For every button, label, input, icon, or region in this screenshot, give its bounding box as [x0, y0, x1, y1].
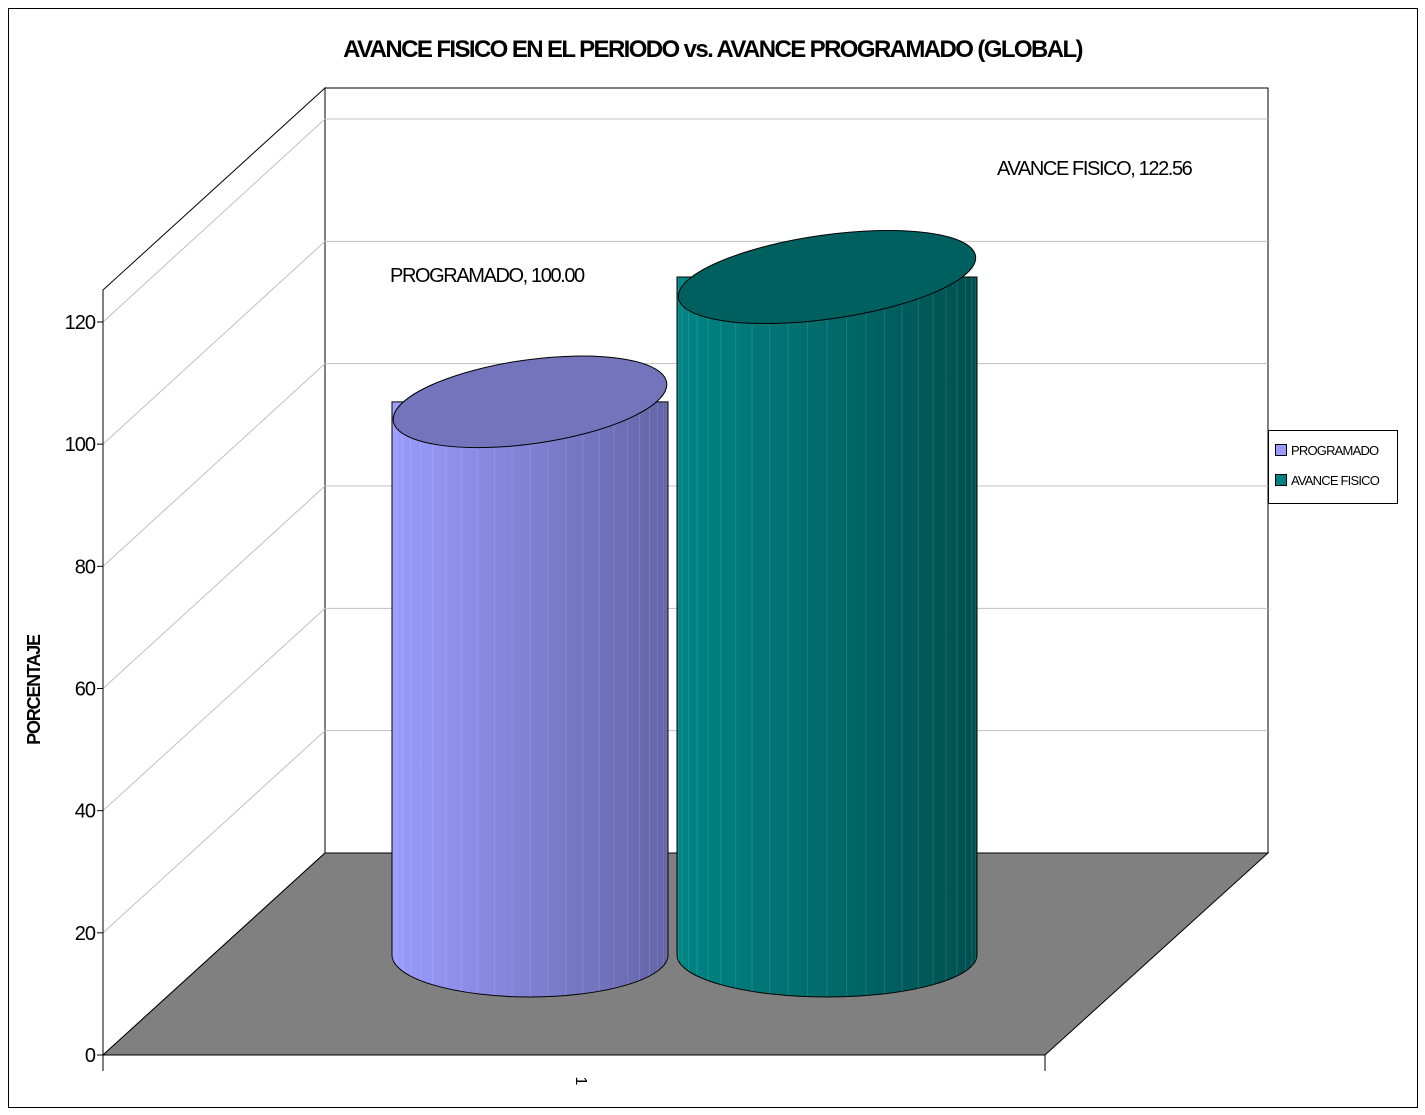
- y-tick-label-80: 80: [75, 556, 96, 578]
- bar-top-programado: [392, 355, 668, 449]
- gridline-side-40: [102, 607, 326, 812]
- legend-swatch-avance-fisico: [1275, 474, 1287, 486]
- y-axis-title: PORCENTAJE: [24, 634, 44, 745]
- y-tick-label-40: 40: [75, 801, 96, 823]
- gridline-side-60: [102, 485, 326, 689]
- y-tick-label-120: 120: [65, 312, 96, 334]
- gridline-side-20: [102, 730, 326, 934]
- data-label-programado: PROGRAMADO, 100.00: [390, 265, 585, 287]
- y-tick-label-60: 60: [75, 679, 96, 701]
- legend-item-programado: PROGRAMADO: [1275, 435, 1391, 465]
- legend-label-avance-fisico: AVANCE FISICO: [1291, 472, 1380, 488]
- bar-body-avance-fisico: [676, 276, 978, 998]
- legend-swatch-programado: [1275, 444, 1287, 456]
- legend: PROGRAMADO AVANCE FISICO: [1268, 430, 1398, 504]
- legend-label-programado: PROGRAMADO: [1291, 442, 1379, 458]
- gridline-side-80: [102, 363, 326, 567]
- y-tick-label-0: 0: [85, 1045, 96, 1067]
- legend-item-avance-fisico: AVANCE FISICO: [1275, 465, 1391, 495]
- chart-title: AVANCE FISICO EN EL PERIODO vs. AVANCE P…: [343, 36, 1083, 63]
- gridline-side-120: [102, 118, 326, 323]
- bar-top-avance-fisico: [677, 229, 977, 325]
- bar-body-programado: [391, 401, 669, 998]
- y-tick-label-20: 20: [75, 923, 96, 945]
- gridline-side-100: [102, 240, 326, 445]
- x-category-label: 1: [572, 1077, 589, 1086]
- data-label-avance-fisico: AVANCE FISICO, 122.56: [997, 158, 1193, 180]
- y-tick-label-100: 100: [65, 434, 96, 456]
